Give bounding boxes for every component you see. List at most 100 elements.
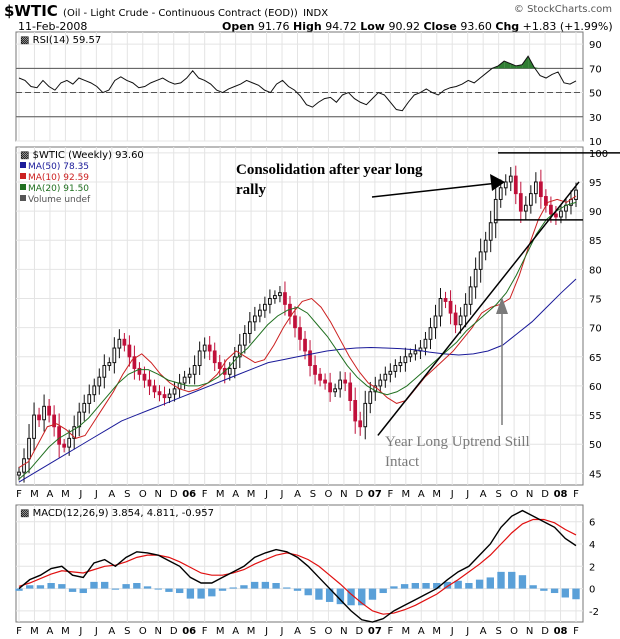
price-candle-body: [363, 402, 368, 428]
price-candle-body: [318, 373, 322, 381]
price-candle-body: [398, 362, 403, 367]
macd-x-tick-label: M: [61, 626, 70, 637]
macd-panel: [15, 504, 584, 623]
price-x-tick-label: O: [325, 489, 333, 500]
price-x-tick-label: A: [480, 489, 487, 500]
macd-histogram-bar: [250, 581, 259, 589]
price-candle-body: [348, 382, 353, 402]
price-candle-body: [283, 292, 287, 305]
symbol-text: $WTIC: [4, 2, 58, 20]
price-candle-body: [373, 385, 378, 393]
price-candle-body: [338, 379, 343, 390]
price-candle-body: [132, 356, 137, 369]
macd-histogram-bar: [165, 588, 173, 592]
price-x-tick-label: M: [61, 489, 70, 500]
price-candle-body: [167, 393, 172, 399]
macd-x-tick-label: A: [108, 626, 115, 637]
macd-x-tick-label: D: [541, 626, 549, 637]
price-candle-body: [458, 315, 463, 326]
macd-x-tick-label: 08: [554, 626, 568, 637]
price-x-tick-label: D: [541, 489, 549, 500]
macd-histogram-bar: [454, 580, 462, 589]
macd-x-tick-label: 06: [182, 626, 196, 637]
price-candle-body: [172, 388, 177, 395]
price-candle-body: [523, 204, 528, 212]
price-y-tick-label: 55: [589, 411, 602, 422]
price-candle-body: [47, 405, 51, 416]
macd-histogram-bar: [36, 585, 45, 589]
annotation-uptrend: Year Long Uptrend Still Intact: [385, 432, 530, 472]
price-candle-body: [122, 338, 127, 346]
rsi-overbought-fill: [534, 67, 541, 69]
rsi-panel: [15, 31, 584, 142]
macd-x-tick-label: J: [280, 626, 284, 637]
macd-x-tick-label: M: [401, 626, 410, 637]
price-candle-body: [533, 181, 538, 195]
price-candle-body: [453, 312, 458, 326]
macd-x-tick-label: J: [78, 626, 82, 637]
close-label: Close: [423, 20, 457, 33]
legend-entry: MA(10) 92.59: [28, 173, 89, 183]
price-y-tick-label: 95: [589, 178, 602, 189]
price-ma20-line: [18, 201, 577, 480]
macd-histogram-bar: [122, 584, 130, 589]
uptrend-arrow-head: [496, 297, 508, 314]
macd-histogram-bar: [272, 583, 280, 589]
price-candle-body: [503, 181, 508, 189]
price-x-tick-label: A: [108, 489, 115, 500]
legend-swatch: [20, 162, 26, 168]
macd-x-tick-label: A: [47, 626, 54, 637]
price-candle-body: [298, 327, 302, 340]
price-candle-body: [518, 193, 523, 212]
macd-x-tick-label: M: [432, 626, 441, 637]
price-candle-body: [263, 303, 267, 311]
macd-x-tick-label: M: [30, 626, 39, 637]
macd-histogram-bar: [26, 585, 34, 589]
macd-x-tick-label: F: [16, 626, 22, 637]
price-title: ▩ $WTIC (Weekly) 93.60: [20, 150, 144, 161]
macd-x-tick-label: A: [294, 626, 301, 637]
macd-x-tick-label: S: [124, 626, 130, 637]
price-candle-body: [539, 181, 543, 198]
price-x-tick-label: D: [170, 489, 178, 500]
price-candle-body: [152, 385, 157, 393]
price-candle-body: [433, 315, 438, 329]
rsi-overbought-fill: [510, 63, 517, 69]
price-candle-body: [247, 321, 252, 334]
macd-histogram-bar: [261, 581, 270, 589]
macd-histogram-bar: [443, 581, 452, 589]
price-candle-body: [127, 344, 132, 358]
price-panel: [15, 146, 584, 486]
macd-histogram-bar: [133, 583, 141, 589]
price-x-tick-label: F: [387, 489, 393, 500]
price-candle-body: [237, 344, 242, 358]
legend-swatch: [20, 173, 26, 179]
legend-entry: MA(20) 91.50: [28, 184, 89, 194]
price-candle-body: [328, 382, 332, 393]
price-x-tick-label: S: [310, 489, 316, 500]
price-candle-body: [82, 402, 87, 413]
price-candle-body: [157, 391, 162, 396]
price-x-tick-label: N: [340, 489, 347, 500]
price-candle-body: [137, 367, 142, 375]
copyright-text: © StockCharts.com: [513, 4, 612, 15]
macd-histogram-bar: [197, 588, 205, 599]
price-candle-body: [217, 362, 222, 369]
macd-histogram-bar: [47, 583, 55, 589]
macd-x-tick-label: J: [450, 626, 454, 637]
price-candle-body: [32, 414, 36, 439]
macd-histogram-bar: [529, 585, 537, 589]
low-value: 90.92: [388, 20, 420, 33]
price-x-tick-label: S: [124, 489, 130, 500]
price-y-tick-label: 85: [589, 236, 602, 247]
macd-histogram-bar: [229, 587, 237, 589]
open-label: Open: [222, 20, 255, 33]
price-candle-body: [52, 414, 56, 428]
price-x-tick-label: A: [418, 489, 425, 500]
quote-summary: Open 91.76 High 94.72 Low 90.92 Close 93…: [222, 20, 613, 33]
price-candle-body: [187, 373, 192, 378]
rsi-y-tick-label: 90: [589, 40, 602, 51]
price-candle-body: [17, 471, 21, 476]
price-candle-body: [293, 315, 297, 329]
high-label: High: [293, 20, 322, 33]
